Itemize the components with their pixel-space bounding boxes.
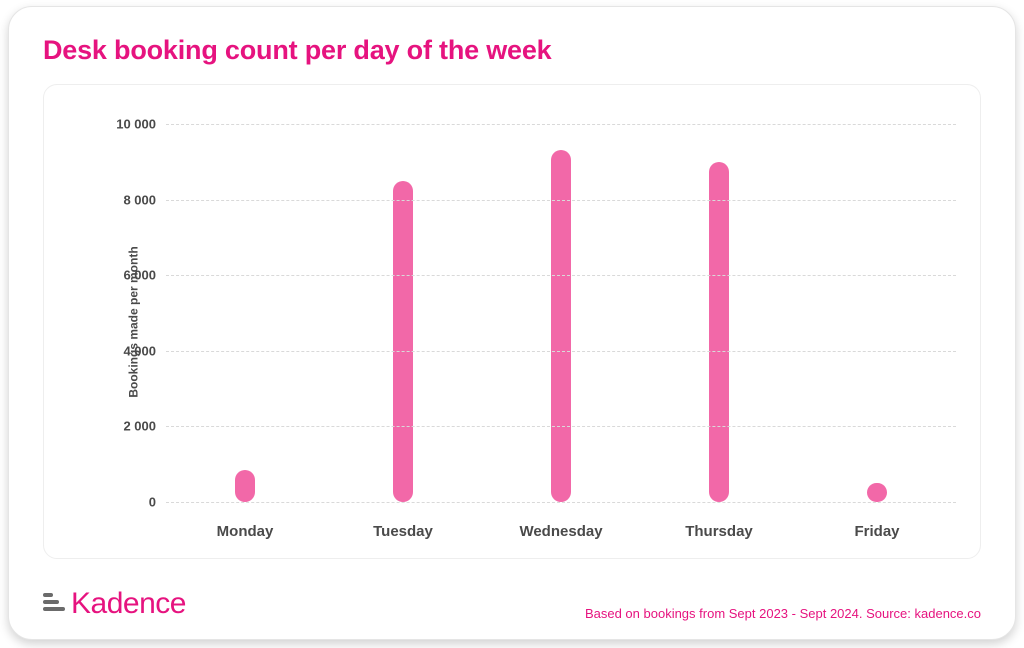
x-axis-labels: MondayTuesdayWednesdayThursdayFriday (166, 523, 956, 540)
y-tick-label: 10 000 (116, 116, 156, 131)
grid-line (166, 351, 956, 352)
brand-bars-icon (43, 593, 65, 615)
grid-line (166, 200, 956, 201)
y-tick-label: 6 000 (123, 268, 156, 283)
grid-line (166, 275, 956, 276)
bar-slot (482, 105, 640, 502)
plot-area: 02 0004 0006 0008 00010 000 (166, 105, 956, 502)
bar (867, 483, 887, 502)
source-note: Based on bookings from Sept 2023 - Sept … (585, 606, 981, 621)
bar-slot (798, 105, 956, 502)
x-tick-label: Friday (798, 523, 956, 540)
y-tick-label: 2 000 (123, 419, 156, 434)
y-tick-label: 4 000 (123, 343, 156, 358)
bar (551, 150, 571, 502)
bar (235, 470, 255, 502)
brand-logo: Kadence (43, 587, 186, 621)
x-tick-label: Wednesday (482, 523, 640, 540)
chart-title: Desk booking count per day of the week (43, 35, 981, 66)
bar-slot (324, 105, 482, 502)
x-tick-label: Monday (166, 523, 324, 540)
y-tick-label: 0 (149, 495, 156, 510)
bar (709, 162, 729, 502)
bar-slot (166, 105, 324, 502)
bar-slot (640, 105, 798, 502)
y-tick-label: 8 000 (123, 192, 156, 207)
grid-line (166, 124, 956, 125)
brand-name: Kadence (71, 587, 186, 621)
bar (393, 181, 413, 502)
grid-line (166, 502, 956, 503)
footer: Kadence Based on bookings from Sept 2023… (43, 587, 981, 621)
chart-card: Desk booking count per day of the week B… (8, 6, 1016, 640)
x-tick-label: Tuesday (324, 523, 482, 540)
bars-container (166, 105, 956, 502)
chart-frame: Bookings made per month 02 0004 0006 000… (43, 84, 981, 559)
grid-line (166, 426, 956, 427)
x-tick-label: Thursday (640, 523, 798, 540)
